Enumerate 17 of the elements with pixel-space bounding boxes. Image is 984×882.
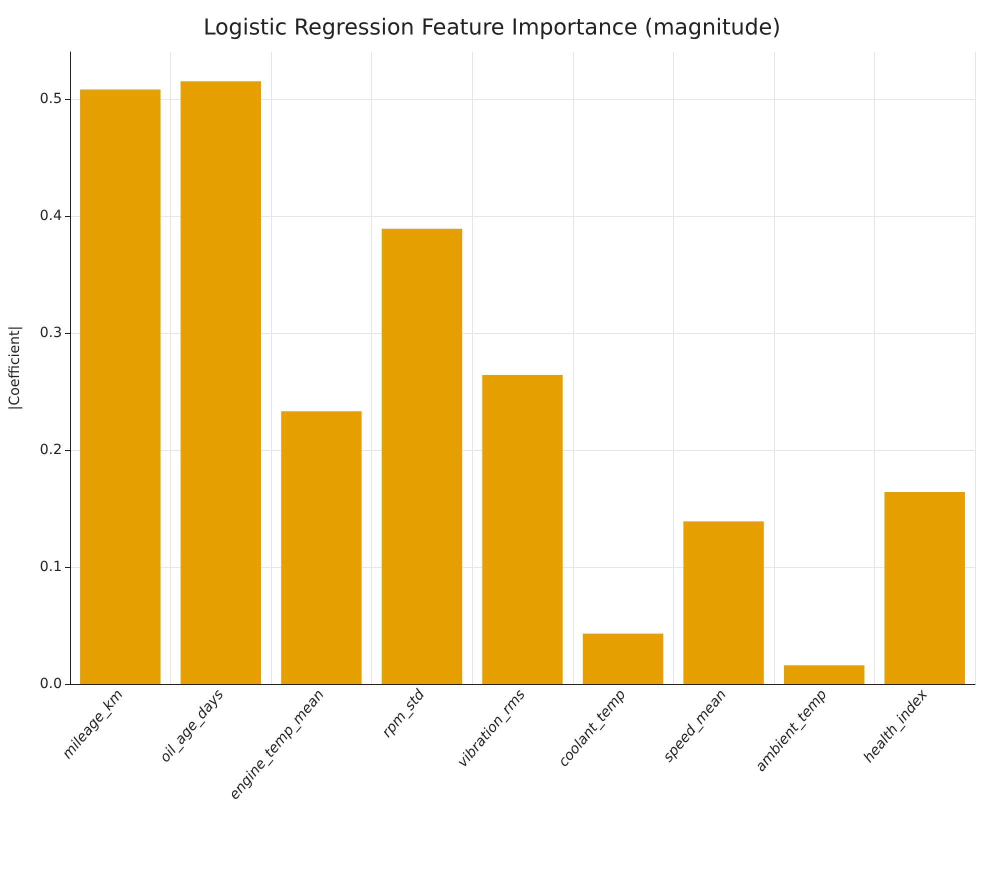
bar <box>784 665 864 684</box>
y-axis-title: |Coefficient| <box>7 326 23 410</box>
y-tick-label: 0.4 <box>40 208 62 224</box>
bar <box>683 521 764 684</box>
bar <box>80 89 160 684</box>
chart-title: Logistic Regression Feature Importance (magnitude) <box>203 16 781 40</box>
bar <box>884 492 965 684</box>
y-tick-label: 0.1 <box>40 558 62 575</box>
bar <box>382 228 462 684</box>
y-tick-label: 0.5 <box>40 90 62 107</box>
bar <box>482 375 563 684</box>
bar <box>180 81 262 684</box>
bar <box>281 411 362 684</box>
y-tick-label: 0.2 <box>40 442 62 458</box>
bar <box>582 634 664 684</box>
y-tick-label: 0.3 <box>40 324 62 341</box>
y-tick-label: 0.0 <box>40 676 62 692</box>
